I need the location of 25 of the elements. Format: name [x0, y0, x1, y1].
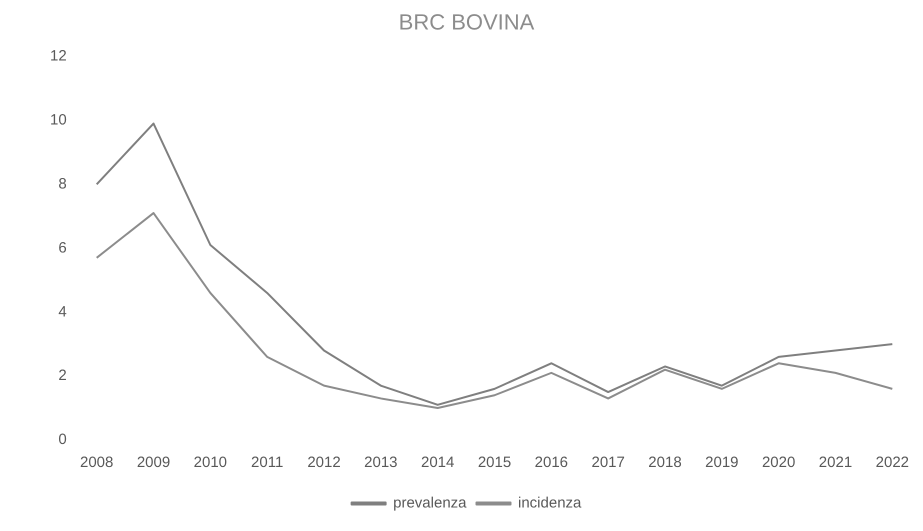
x-tick-label: 2011	[251, 454, 284, 472]
x-tick-label: 2020	[762, 454, 796, 472]
y-tick-label: 0	[58, 431, 67, 448]
x-tick-label: 2012	[307, 454, 341, 472]
x-tick-label: 2022	[876, 454, 910, 472]
chart-title: BRC BOVINA	[398, 9, 535, 34]
y-tick-label: 12	[50, 48, 67, 65]
x-tick-label: 2013	[364, 454, 398, 472]
x-tick-label: 2018	[648, 454, 682, 472]
x-tick-label: 2008	[80, 454, 114, 472]
x-tick-label: 2010	[194, 454, 228, 472]
x-tick-label: 2021	[818, 454, 852, 472]
x-tick-label: 2009	[136, 454, 170, 472]
y-tick-label: 8	[58, 175, 67, 192]
y-tick-label: 2	[58, 367, 67, 384]
y-tick-label: 6	[58, 239, 67, 256]
x-tick-label: 2014	[420, 454, 454, 472]
x-tick-label: 2015	[478, 454, 512, 472]
x-tick-label: 2017	[591, 454, 625, 472]
y-tick-label: 10	[50, 111, 67, 128]
y-tick-label: 4	[58, 303, 67, 320]
x-tick-label: 2016	[534, 454, 568, 472]
legend-label: prevalenza	[393, 494, 468, 512]
legend-label: incidenza	[518, 494, 582, 512]
x-tick-label: 2019	[705, 454, 739, 472]
